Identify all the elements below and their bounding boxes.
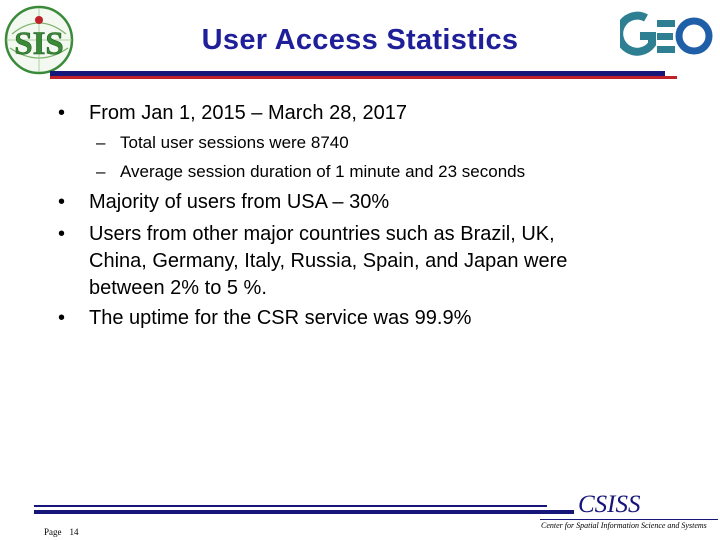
title-rule-blue — [50, 71, 665, 76]
bullet-text-line-2: China, Germany, Italy, Russia, Spain, an… — [89, 250, 568, 272]
sis-logo-text: SIS — [14, 26, 64, 62]
bullet-text-line-3: between 2% to 5 %. — [89, 277, 267, 299]
bullet-text: Majority of users from USA – 30% — [89, 191, 390, 213]
footer-org-full: Center for Spatial Information Science a… — [541, 521, 707, 530]
sub-bullet-text: Average session duration of 1 minute and… — [120, 162, 526, 181]
sub-bullet-text: Total user sessions were 8740 — [120, 133, 349, 152]
page-number-value: 14 — [69, 527, 79, 537]
bullet-text: From Jan 1, 2015 – March 28, 2017 — [89, 102, 407, 124]
bullet-marker: • — [58, 223, 66, 245]
sub-bullet-marker: – — [96, 133, 106, 152]
title-rule-red — [50, 76, 677, 79]
sub-bullet-marker: – — [96, 162, 106, 181]
footer-org-short: CSISS — [578, 491, 641, 518]
slide-title: User Access Statistics — [201, 24, 519, 56]
bullet-text: The uptime for the CSR service was 99.9% — [89, 307, 472, 329]
sis-logo: SIS — [2, 4, 76, 76]
geo-logo: GEO — [615, 8, 714, 64]
page-label: Page — [44, 527, 62, 537]
geo-logo-text: GEO — [666, 62, 668, 64]
bullet-marker: • — [58, 102, 66, 124]
footer-rule-thin — [34, 505, 547, 507]
bullet-marker: • — [58, 307, 66, 329]
bullet-text-line-1: Users from other major countries such as… — [89, 223, 555, 245]
page-number: Page 14 — [44, 527, 87, 537]
bullet-marker: • — [58, 191, 66, 213]
footer-rule-thick — [34, 510, 574, 514]
footer-rule-right — [540, 519, 718, 520]
